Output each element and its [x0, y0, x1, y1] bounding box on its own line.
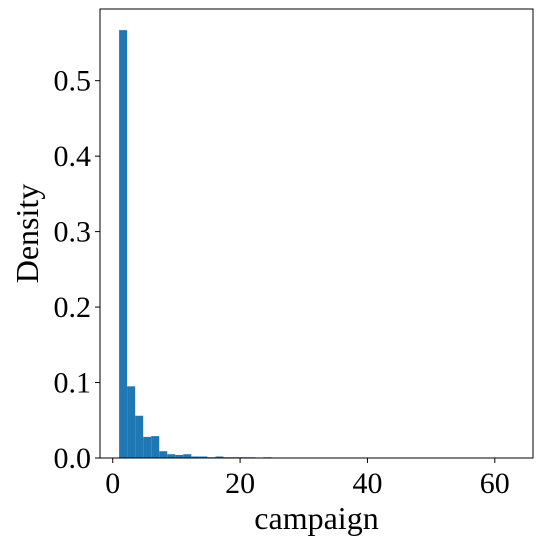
histogram-bar: [143, 436, 152, 458]
x-axis-label: campaign: [254, 500, 378, 536]
x-tick-label: 60: [480, 467, 510, 500]
histogram-bar: [119, 30, 128, 458]
y-axis-ticks: 0.0 0.1 0.2 0.3 0.4 0.5: [54, 65, 100, 475]
y-axis-label: Density: [9, 184, 45, 284]
histogram-bar: [127, 386, 136, 458]
histogram-bar: [199, 456, 208, 458]
y-tick-label: 0.4: [54, 140, 92, 173]
histogram-bar: [151, 436, 160, 458]
x-tick-label: 0: [105, 467, 120, 500]
y-tick-label: 0.1: [54, 367, 92, 400]
histogram-bars: [119, 30, 272, 458]
histogram-bar: [167, 454, 176, 458]
histogram-bar: [175, 454, 184, 458]
y-tick-label: 0.0: [54, 442, 92, 475]
histogram-bar: [135, 415, 144, 458]
y-tick-label: 0.5: [54, 65, 92, 98]
histogram-bar: [183, 454, 192, 458]
plot-frame: [99, 8, 534, 459]
histogram-bar: [159, 451, 168, 458]
histogram-bar: [191, 456, 200, 458]
x-tick-label: 40: [352, 467, 382, 500]
y-tick-label: 0.3: [54, 216, 92, 249]
x-tick-label: 20: [225, 467, 255, 500]
y-tick-label: 0.2: [54, 291, 92, 324]
x-axis-ticks: 0 20 40 60: [105, 458, 510, 500]
histogram-bar: [215, 456, 224, 458]
